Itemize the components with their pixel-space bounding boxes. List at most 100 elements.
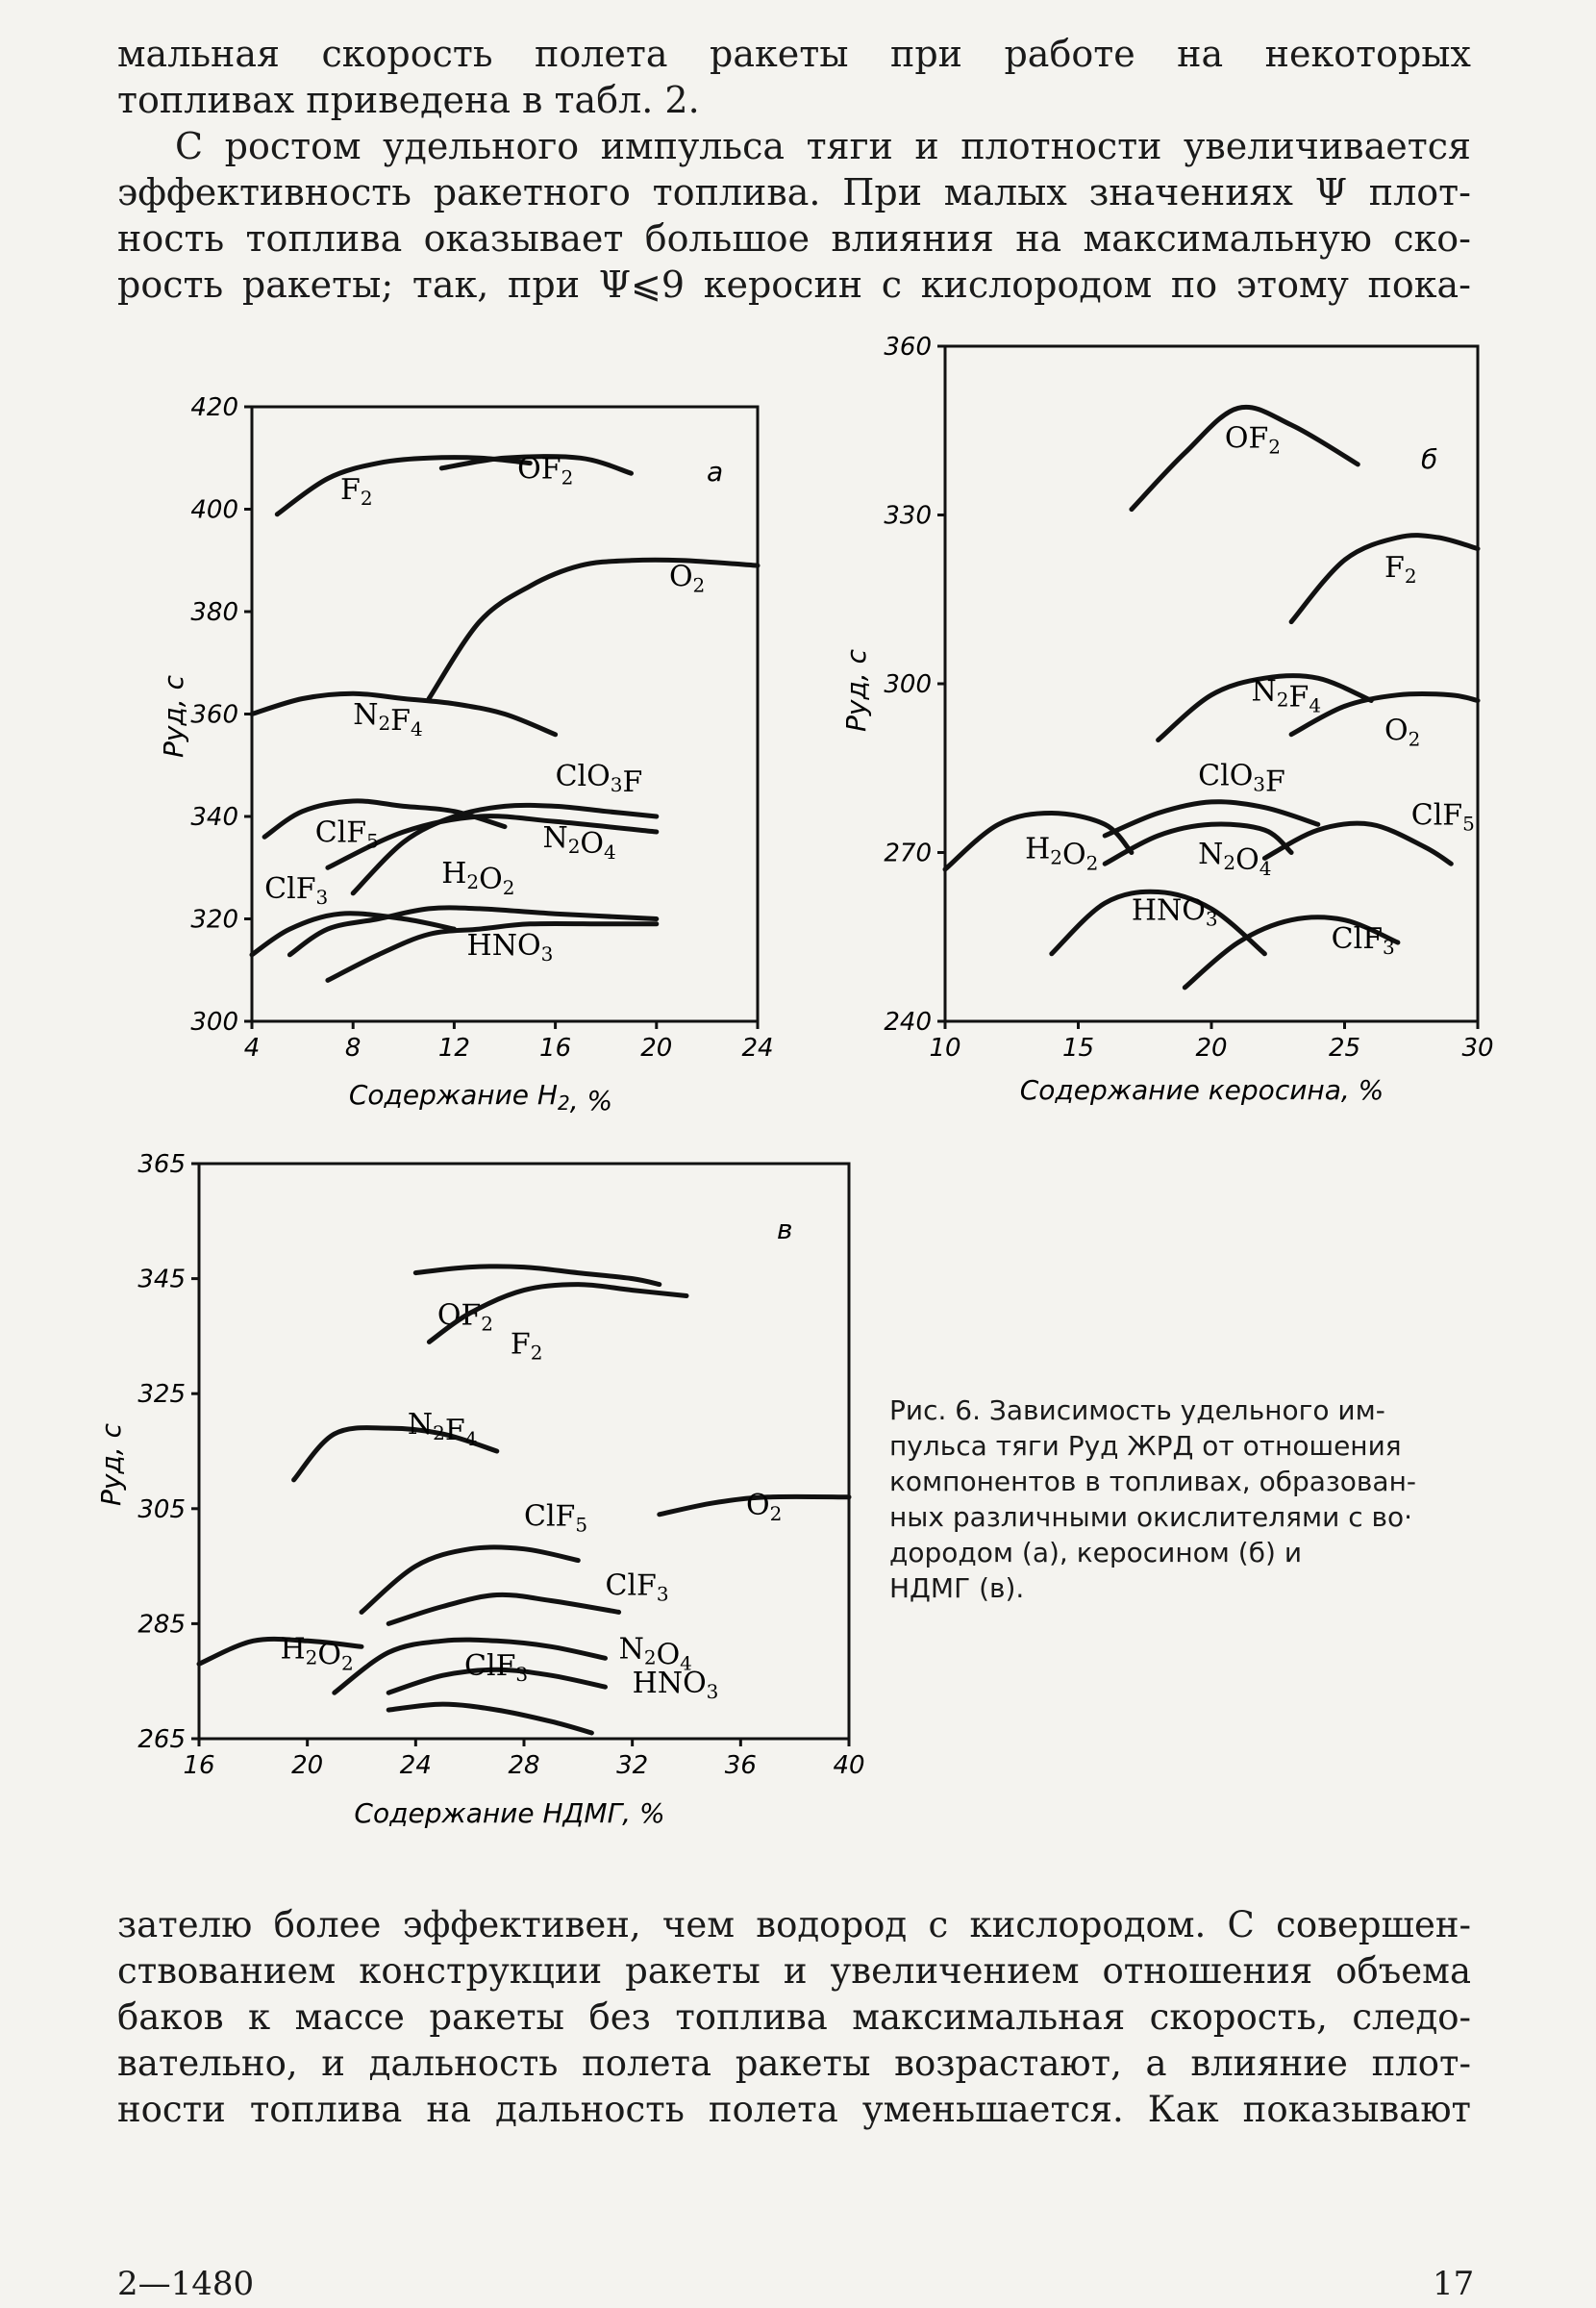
text-line: ности топлива на дальность полета уменьш… [117, 2089, 1471, 2130]
y-tick-label: 365 [137, 1150, 186, 1179]
series-label: N2O4 [542, 821, 615, 864]
series-label: N2F4 [408, 1408, 478, 1450]
series-line [1261, 820, 1454, 866]
x-tick-label: 25 [1329, 1034, 1360, 1063]
x-tick-label: 12 [438, 1034, 470, 1063]
series-line [426, 1282, 689, 1344]
series-line [196, 1636, 364, 1667]
series-label: HNO3 [1132, 894, 1218, 931]
series-label: OF2 [517, 453, 573, 489]
series-label: O2 [746, 1489, 782, 1525]
y-tick-label: 340 [190, 803, 238, 832]
y-tick-label: 320 [190, 906, 238, 935]
series-label: HNO3 [633, 1667, 719, 1703]
text-line: вательно, и дальность полета ракеты возр… [117, 2043, 1471, 2084]
y-axis-label: Pуд, с [95, 1422, 127, 1506]
series-line [657, 1493, 852, 1518]
caption-line: пульса тяги Pуд ЖРД от отношения [889, 1430, 1402, 1462]
x-tick-label: 8 [345, 1034, 362, 1063]
y-tick-label: 345 [137, 1266, 186, 1294]
series-label: ClF5 [315, 816, 379, 853]
series-label: N2O4 [619, 1632, 692, 1674]
series-label: F2 [340, 473, 373, 510]
series-line [1129, 404, 1360, 513]
y-tick-label: 400 [190, 496, 238, 525]
series-label: ClF3 [1332, 922, 1395, 959]
series-line [249, 911, 457, 958]
text-line: мальная скорость полета ракеты при работ… [117, 33, 1471, 75]
series-label: F2 [511, 1327, 543, 1364]
series-line [332, 1637, 608, 1695]
caption-line: компонентов в топливах, образован- [889, 1466, 1416, 1497]
y-tick-label: 265 [137, 1725, 186, 1754]
y-tick-label: 285 [137, 1610, 186, 1639]
series-label: O2 [1384, 715, 1420, 751]
x-axis-label: Содержание керосина, % [1020, 1074, 1384, 1106]
series-label: ClO3F [556, 760, 643, 799]
series-label: ClF3 [464, 1649, 528, 1686]
caption-line: Рис. 6. Зависимость удельного им- [889, 1394, 1385, 1426]
series-line [1182, 915, 1401, 991]
x-tick-label: 32 [616, 1751, 648, 1780]
series-line [359, 1544, 581, 1615]
series-line [325, 920, 660, 983]
series-line [350, 802, 660, 896]
x-tick-label: 20 [291, 1751, 323, 1780]
series-line [426, 557, 761, 701]
x-tick-label: 16 [539, 1034, 571, 1063]
caption-line: НДМГ (в). [889, 1572, 1025, 1604]
series-label: ClF3 [264, 872, 328, 909]
x-tick-label: 20 [1195, 1034, 1227, 1063]
series-line [274, 455, 533, 517]
series-label: ClF5 [1411, 798, 1475, 835]
page-number: 17 [1433, 2265, 1475, 2303]
x-axis-label: Содержание НДМГ, % [354, 1797, 664, 1829]
series-line [287, 905, 660, 958]
text-line: С ростом удельного импульса тяги и плотн… [175, 125, 1471, 167]
series-line [291, 1425, 500, 1483]
series-label: OF2 [1225, 421, 1281, 458]
series-line [386, 1667, 608, 1695]
text-line: зателю более эффективен, чем водород с к… [117, 1904, 1471, 1945]
text-line: ствованием конструкции ракеты и увеличен… [117, 1950, 1471, 1992]
x-tick-label: 36 [725, 1751, 757, 1780]
text-line: баков к массе ракеты без топлива максима… [117, 1996, 1471, 2038]
x-tick-label: 10 [929, 1034, 960, 1063]
series-label: O2 [669, 560, 705, 596]
x-tick-label: 40 [833, 1751, 864, 1780]
text-line: эффективность ракетного топлива. При мал… [117, 171, 1471, 213]
series-line [386, 1701, 594, 1736]
series-label: ClF5 [524, 1500, 587, 1537]
y-tick-label: 300 [884, 670, 932, 699]
x-tick-label: 4 [244, 1034, 261, 1063]
body-text-bottom: зателю более эффективен, чем водород с к… [117, 1902, 1471, 2133]
series-line [386, 1592, 622, 1626]
series-line [249, 690, 559, 738]
body-text-top: мальная скорость полета ракеты при работ… [117, 31, 1471, 308]
panel-label: а [707, 456, 723, 488]
y-tick-label: 380 [190, 598, 238, 627]
series-line [1102, 821, 1294, 866]
series-label: HNO3 [467, 929, 554, 966]
x-tick-label: 30 [1461, 1034, 1493, 1063]
x-tick-label: 24 [741, 1034, 773, 1063]
y-tick-label: 360 [884, 333, 932, 362]
series-label: OF2 [437, 1298, 493, 1335]
x-tick-label: 24 [400, 1751, 432, 1780]
series-line [412, 1264, 662, 1288]
series-label: N2F4 [1252, 675, 1322, 717]
series-line [1049, 889, 1267, 957]
y-axis-label: Pуд, с [840, 648, 872, 732]
text-line: рость ракеты; так, при Ψ⩽9 керосин с кис… [117, 263, 1471, 306]
caption-line: дородом (а), керосином (б) и [889, 1537, 1303, 1568]
y-tick-label: 330 [884, 502, 932, 531]
series-label: ClO3F [1198, 759, 1285, 798]
series-line [1102, 799, 1321, 839]
x-tick-label: 20 [640, 1034, 672, 1063]
page-footer-code: 2—1480 [117, 2265, 255, 2303]
y-tick-label: 300 [190, 1008, 238, 1037]
series-line [942, 810, 1135, 872]
x-tick-label: 28 [508, 1751, 539, 1780]
series-line [438, 454, 634, 476]
